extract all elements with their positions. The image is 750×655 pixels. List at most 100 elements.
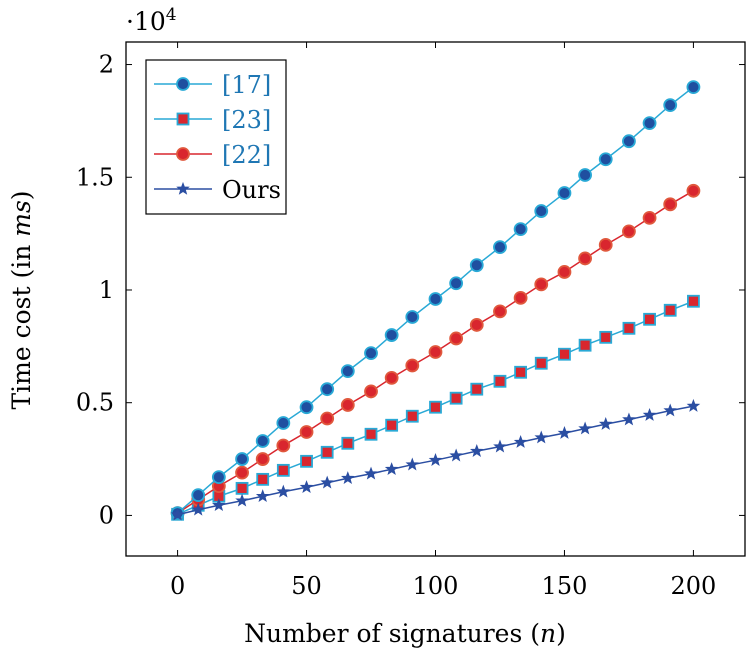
legend-marker bbox=[176, 147, 190, 161]
data-point bbox=[405, 358, 420, 373]
data-point bbox=[663, 197, 678, 212]
data-point bbox=[364, 384, 378, 399]
data-point bbox=[642, 210, 657, 225]
data-point bbox=[276, 463, 290, 477]
data-point bbox=[212, 498, 226, 512]
y-tick-label: 1 bbox=[99, 276, 114, 304]
series-layer bbox=[170, 80, 701, 521]
data-point bbox=[598, 416, 613, 430]
data-point bbox=[255, 452, 270, 466]
data-point bbox=[364, 427, 378, 441]
data-point bbox=[428, 453, 443, 466]
data-point bbox=[255, 434, 270, 448]
data-point bbox=[191, 502, 206, 516]
legend-label: Ours bbox=[222, 176, 281, 204]
data-point bbox=[299, 400, 314, 415]
y-multiplier-base: ·10 bbox=[126, 7, 166, 36]
data-point bbox=[493, 439, 507, 453]
data-point bbox=[493, 304, 507, 319]
data-point bbox=[558, 347, 571, 361]
x-axis-label-main: Number of signatures ( bbox=[244, 619, 540, 648]
data-point bbox=[235, 465, 249, 480]
data-point bbox=[320, 411, 335, 426]
data-point bbox=[384, 328, 399, 342]
data-point bbox=[320, 445, 334, 459]
data-point bbox=[191, 488, 206, 503]
legend-marker bbox=[176, 181, 190, 195]
legend-label: [22] bbox=[222, 141, 271, 169]
data-point bbox=[469, 258, 484, 273]
legend-entry: [23] bbox=[154, 106, 271, 134]
data-point bbox=[686, 183, 701, 198]
data-point bbox=[470, 382, 484, 396]
data-point bbox=[449, 448, 463, 462]
y-axis-ticks: 0 0.5 1 1.5 2 bbox=[76, 51, 745, 529]
x-axis-label-var: n bbox=[540, 619, 556, 648]
x-tick-label: 50 bbox=[291, 572, 322, 600]
data-point bbox=[384, 462, 399, 475]
data-point bbox=[578, 251, 592, 266]
x-tick-label: 100 bbox=[413, 572, 459, 600]
data-point bbox=[578, 338, 592, 352]
data-point bbox=[405, 457, 420, 471]
legend-entry: Ours bbox=[154, 176, 281, 204]
x-axis-label-end: ) bbox=[556, 619, 566, 648]
data-point bbox=[598, 152, 613, 167]
data-point bbox=[276, 438, 291, 453]
data-point bbox=[687, 294, 700, 308]
data-point bbox=[643, 312, 656, 326]
x-tick-label: 0 bbox=[170, 572, 185, 600]
data-point bbox=[578, 421, 592, 435]
data-point bbox=[513, 290, 528, 305]
data-point bbox=[686, 398, 701, 412]
data-point bbox=[663, 98, 678, 113]
data-point bbox=[557, 425, 572, 439]
data-point bbox=[340, 398, 355, 412]
y-multiplier-exponent: 4 bbox=[166, 5, 177, 25]
y-tick-label: 0 bbox=[99, 501, 114, 529]
data-point bbox=[276, 416, 291, 430]
legend-label: [23] bbox=[222, 106, 271, 134]
data-point bbox=[364, 466, 378, 480]
data-point bbox=[341, 436, 355, 450]
data-point bbox=[686, 80, 701, 94]
data-point bbox=[622, 321, 636, 335]
legend-marker bbox=[176, 77, 190, 91]
data-point bbox=[449, 331, 464, 346]
data-point bbox=[384, 371, 399, 385]
data-point bbox=[385, 418, 399, 432]
y-tick-label: 1.5 bbox=[76, 163, 114, 191]
y-axis-label-end: ) bbox=[7, 190, 36, 200]
data-point bbox=[663, 403, 677, 417]
series-1 bbox=[171, 294, 700, 521]
data-point bbox=[405, 409, 419, 423]
legend-entry: [22] bbox=[154, 141, 271, 169]
data-point bbox=[320, 382, 335, 397]
data-point bbox=[255, 489, 270, 503]
x-tick-label: 150 bbox=[542, 572, 588, 600]
y-tick-label: 2 bbox=[99, 51, 114, 79]
series-0 bbox=[170, 80, 701, 521]
series-3 bbox=[170, 398, 701, 521]
data-point bbox=[514, 365, 528, 379]
data-point bbox=[235, 452, 249, 466]
data-point bbox=[622, 224, 636, 239]
data-point bbox=[320, 475, 334, 489]
data-point bbox=[429, 400, 442, 414]
data-point bbox=[622, 412, 636, 426]
data-point bbox=[557, 265, 572, 279]
x-tick-label: 200 bbox=[671, 572, 717, 600]
legend-entry: [17] bbox=[154, 71, 271, 99]
legend-marker bbox=[176, 112, 190, 126]
data-point bbox=[534, 204, 549, 218]
y-multiplier: ·104 bbox=[126, 5, 177, 36]
data-point bbox=[642, 407, 657, 421]
data-point bbox=[341, 471, 355, 485]
data-point bbox=[256, 472, 270, 486]
legend-label: [17] bbox=[222, 71, 271, 99]
data-point bbox=[428, 292, 443, 306]
data-point bbox=[493, 374, 507, 388]
data-point bbox=[663, 303, 677, 317]
data-point bbox=[235, 481, 249, 495]
